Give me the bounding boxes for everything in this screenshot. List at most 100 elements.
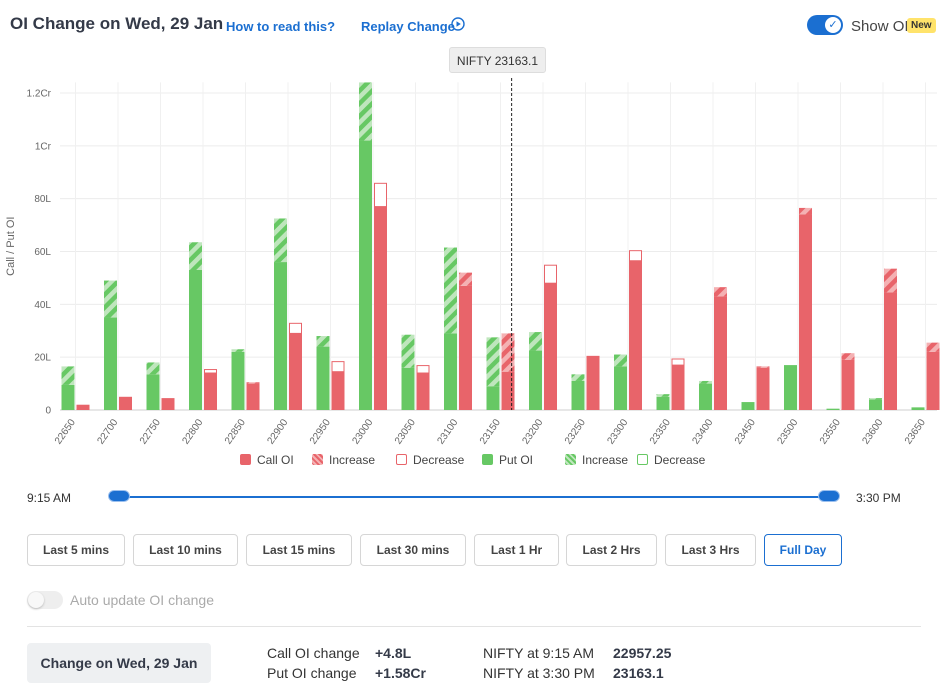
put-oi-increase-bar <box>146 362 160 375</box>
page-title: OI Change on Wed, 29 Jan <box>10 14 224 33</box>
put-oi-bar <box>571 380 585 410</box>
call-oi-decrease-bar <box>416 365 430 374</box>
x-tick-label: 23550 <box>818 417 843 446</box>
check-icon: ✓ <box>825 17 841 33</box>
put-oi-bar <box>869 399 882 410</box>
play-circle-icon[interactable] <box>451 17 465 31</box>
call-oi-bar <box>331 371 345 410</box>
call-oi-bar <box>799 214 812 410</box>
legend-swatch <box>396 454 407 465</box>
put-oi-increase-bar <box>529 332 542 351</box>
legend-swatch <box>565 454 576 465</box>
legend-swatch <box>312 454 323 465</box>
x-tick-label: 23200 <box>520 417 545 446</box>
call-oi-bar <box>629 260 642 410</box>
put-oi-bar <box>61 384 75 410</box>
time-slider-track[interactable] <box>119 496 829 498</box>
put-oi-increase-bar <box>401 334 415 368</box>
call-oi-bar <box>586 355 600 410</box>
range-button-last-15-mins[interactable]: Last 15 mins <box>246 534 352 566</box>
y-tick-label: 80L <box>34 194 51 205</box>
call-oi-increase-bar <box>756 366 770 368</box>
show-oi-toggle[interactable]: ✓ <box>807 15 843 35</box>
legend-swatch <box>240 454 251 465</box>
call-oi-bar <box>501 371 515 410</box>
legend-item-put-solid: Put OI <box>482 453 533 467</box>
legend-swatch <box>637 454 648 465</box>
legend-item-call-inc: Increase <box>312 453 375 467</box>
put-oi-bar <box>614 366 627 410</box>
x-tick-label: 23250 <box>563 417 588 446</box>
auto-update-toggle[interactable] <box>27 591 63 609</box>
range-button-last-2-hrs[interactable]: Last 2 Hrs <box>566 534 657 566</box>
call-oi-decrease-bar <box>331 361 345 373</box>
put-oi-increase-bar <box>274 218 287 263</box>
y-tick-label: 60L <box>34 247 51 258</box>
slider-start-handle[interactable] <box>108 490 130 502</box>
range-button-last-3-hrs[interactable]: Last 3 Hrs <box>665 534 756 566</box>
call-oi-increase-bar <box>246 382 260 384</box>
range-button-last-30-mins[interactable]: Last 30 mins <box>360 534 466 566</box>
put-oi-increase-bar <box>104 280 117 318</box>
x-tick-label: 23100 <box>435 417 460 446</box>
legend-swatch <box>482 454 493 465</box>
y-axis-label: Call / Put OI <box>5 217 17 276</box>
oi-change-chart: 0 20L 40L 60L 80L 1Cr 1.2Cr Call / Put OI 22650 2… <box>5 78 940 447</box>
replay-change-link[interactable]: Replay Change <box>361 19 455 34</box>
y-tick-label: 40L <box>34 300 51 311</box>
auto-update-label: Auto update OI change <box>70 592 214 608</box>
call-oi-bar <box>204 373 217 410</box>
divider <box>27 626 921 627</box>
call-oi-change-value: +4.8L <box>375 645 412 661</box>
put-oi-increase-bar <box>656 394 670 397</box>
range-button-last-10-mins[interactable]: Last 10 mins <box>133 534 238 566</box>
slider-start-time: 9:15 AM <box>27 491 72 505</box>
x-tick-label: 22750 <box>138 417 163 446</box>
put-oi-bar <box>401 367 415 410</box>
slider-end-handle[interactable] <box>818 490 840 502</box>
y-tick-label: 1Cr <box>35 141 52 152</box>
x-tick-label: 23150 <box>478 417 503 446</box>
change-date-button[interactable]: Change on Wed, 29 Jan <box>27 643 211 683</box>
call-oi-decrease-bar <box>204 369 217 374</box>
put-oi-increase-bar <box>699 380 712 384</box>
put-oi-increase-bar <box>869 398 882 400</box>
call-oi-bar <box>246 383 260 410</box>
range-button-last-5-mins[interactable]: Last 5 mins <box>27 534 125 566</box>
put-oi-bar <box>911 407 925 410</box>
slider-end-time: 3:30 PM <box>856 491 901 505</box>
call-oi-bar <box>926 351 940 410</box>
put-oi-bar <box>189 269 202 410</box>
put-oi-increase-bar <box>189 242 202 270</box>
call-oi-increase-bar <box>714 287 727 297</box>
call-oi-increase-bar <box>884 268 897 293</box>
x-tick-label: 23400 <box>690 417 715 446</box>
put-oi-increase-bar <box>359 82 372 141</box>
put-oi-bar <box>444 333 457 410</box>
range-button-last-1-hr[interactable]: Last 1 Hr <box>474 534 559 566</box>
put-oi-bar <box>146 374 160 410</box>
call-oi-increase-bar <box>501 333 515 372</box>
legend-item-put-dec: Decrease <box>637 453 705 467</box>
x-tick-label: 23450 <box>733 417 758 446</box>
range-button-full-day[interactable]: Full Day <box>764 534 842 566</box>
how-to-read-link[interactable]: How to read this? <box>226 19 336 34</box>
put-oi-change-value: +1.58Cr <box>375 665 426 681</box>
call-oi-increase-bar <box>926 342 940 352</box>
call-oi-bar <box>459 285 472 410</box>
nifty-end-value: 23163.1 <box>613 665 664 681</box>
legend-label: Decrease <box>413 453 465 467</box>
call-oi-bar <box>756 367 770 410</box>
put-oi-bar <box>784 365 797 410</box>
legend-label: Decrease <box>654 453 706 467</box>
legend-label: Increase <box>582 453 629 467</box>
x-tick-label: 22850 <box>223 417 248 446</box>
legend-label: Increase <box>329 453 376 467</box>
put-oi-bar <box>656 396 670 410</box>
put-oi-bar <box>104 317 117 410</box>
spot-price-tooltip: NIFTY 23163.1 <box>449 47 546 73</box>
call-oi-bar <box>76 404 90 410</box>
put-oi-bar <box>486 386 500 410</box>
put-oi-change-label: Put OI change <box>267 665 357 681</box>
x-tick-label: 23050 <box>393 417 418 446</box>
